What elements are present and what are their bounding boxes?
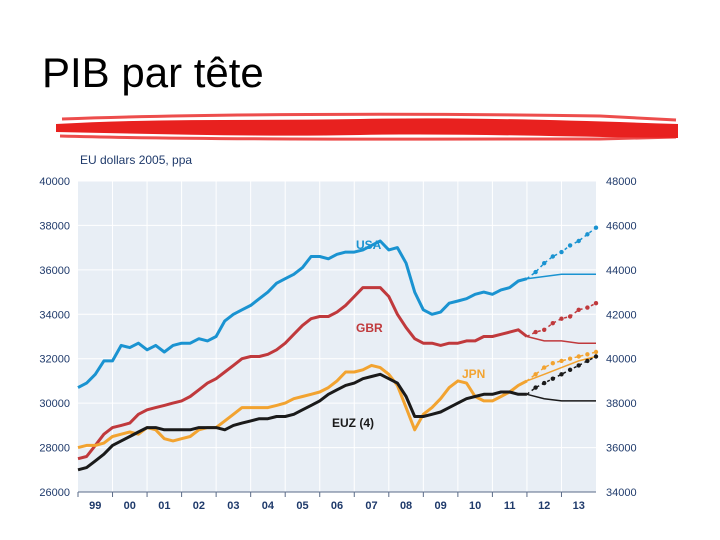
slide-title: PIB par tête: [42, 49, 264, 96]
forecast-point: [576, 238, 581, 244]
y-right-tick-label: 36000: [606, 443, 637, 455]
forecast-point: [533, 329, 538, 335]
x-tick-label: 12: [538, 500, 550, 512]
forecast-point: [593, 354, 599, 359]
forecast-point: [550, 376, 555, 381]
forecast-point: [576, 354, 581, 359]
y-left-tick-label: 32000: [39, 354, 70, 366]
series-forecast-alt-gbr: [526, 302, 597, 338]
x-tick-label: 09: [434, 500, 446, 512]
y-left-tick-label: 34000: [39, 309, 70, 321]
forecast-point: [585, 232, 590, 237]
y-right-tick-label: 34000: [606, 487, 637, 499]
forecast-point: [542, 365, 547, 370]
forecast-point: [542, 327, 547, 332]
y-right-tick-label: 44000: [606, 265, 637, 277]
x-tick-label: 00: [124, 500, 136, 512]
forecast-point: [542, 380, 547, 386]
series-forecast-baseline-gbr: [526, 335, 596, 344]
x-tick-label: 03: [227, 500, 239, 512]
x-tick-label: 02: [193, 500, 205, 512]
x-tick-label: 08: [400, 500, 412, 512]
x-tick-label: 04: [262, 500, 275, 512]
red-brush-stroke: [56, 112, 678, 141]
series-forecast-alt-jpn: [526, 351, 597, 382]
series-forecast-baseline-euz4: [526, 393, 596, 402]
x-tick-label: 01: [158, 500, 170, 512]
forecast-point: [559, 358, 564, 364]
forecast-point: [559, 249, 564, 255]
forecast-point: [585, 358, 590, 364]
forecast-point: [567, 314, 573, 319]
forecast-point: [559, 316, 564, 321]
series-line-gbr: [77, 286, 528, 461]
x-tick-label: 07: [365, 500, 377, 512]
series-label-euz4: EUZ (4): [332, 416, 374, 430]
forecast-point: [567, 356, 573, 361]
series-label-usa: USA: [356, 238, 382, 252]
series-forecast-alt-euz4: [526, 355, 597, 395]
x-tick-label: 05: [296, 500, 308, 512]
unit-label: EU dollars 2005, ppa: [80, 153, 192, 167]
y-axis-left: 26000 28000 30000 32000 34000 36000 38000 40000: [39, 176, 70, 499]
forecast-point: [593, 301, 599, 306]
forecast-point: [550, 254, 555, 259]
y-left-tick-label: 28000: [39, 443, 70, 455]
series-labels: USA GBR JPN EUZ (4): [332, 238, 485, 430]
series-label-jpn: JPN: [462, 367, 485, 381]
forecast-point: [593, 225, 599, 230]
y-right-tick-label: 40000: [606, 354, 637, 366]
series-group: [77, 225, 599, 472]
x-tick-label: 11: [504, 500, 516, 512]
series-forecast-baseline-jpn: [526, 355, 597, 382]
x-tick-label: 06: [331, 500, 343, 512]
y-left-tick-label: 36000: [39, 265, 70, 277]
forecast-point: [593, 349, 599, 355]
y-left-tick-label: 30000: [39, 398, 70, 410]
forecast-point: [533, 269, 538, 275]
forecast-point: [542, 261, 547, 266]
y-right-tick-label: 42000: [606, 309, 637, 321]
forecast-point: [550, 361, 555, 366]
forecast-point: [585, 305, 590, 310]
forecast-point: [576, 363, 581, 368]
y-right-tick-label: 38000: [606, 398, 637, 410]
y-axis-right: 34000 36000 38000 40000 42000 44000 46000 48000: [606, 176, 637, 499]
series-line-usa: [77, 239, 528, 389]
brush-edge-top: [61, 112, 677, 122]
y-left-tick-label: 40000: [39, 176, 70, 188]
forecast-point: [533, 385, 538, 390]
x-tick-label: 99: [89, 500, 101, 512]
y-right-tick-label: 48000: [606, 176, 637, 188]
x-axis: 99 00 01 02 03 04 05 06 07 08 09 10 11 12 13: [77, 491, 596, 512]
forecast-point: [533, 372, 538, 377]
brush-body: [56, 118, 678, 138]
series-line-euz4: [77, 372, 527, 472]
forecast-point: [567, 367, 573, 372]
series-label-gbr: GBR: [356, 321, 383, 335]
forecast-point: [550, 321, 555, 326]
y-right-tick-label: 46000: [606, 220, 637, 232]
forecast-point: [576, 307, 581, 312]
forecast-point: [585, 352, 590, 357]
series-forecast-baseline-usa: [526, 273, 596, 280]
plot-area: [78, 181, 596, 492]
x-tick-label: 13: [573, 500, 585, 512]
y-left-tick-label: 38000: [39, 220, 70, 232]
x-tick-label: 10: [469, 500, 481, 512]
y-left-tick-label: 26000: [39, 487, 70, 499]
forecast-point: [559, 372, 564, 377]
forecast-point: [567, 243, 573, 248]
brush-edge-bottom: [59, 134, 677, 141]
